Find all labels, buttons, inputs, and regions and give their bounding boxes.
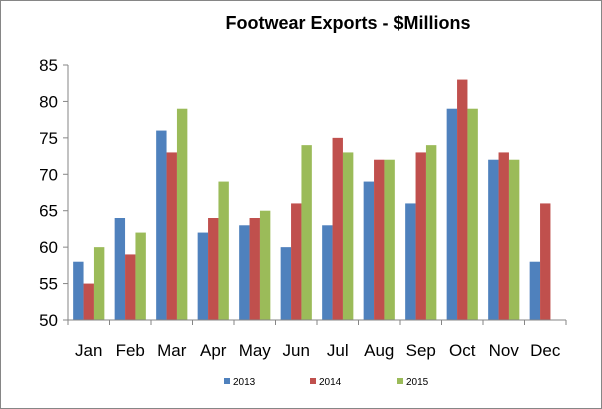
bar-2015-oct xyxy=(467,108,478,320)
bar-2013-oct xyxy=(446,108,458,320)
bar-2013-aug xyxy=(363,181,375,320)
bar-2013-mar xyxy=(156,130,167,320)
legend-label-2014: 2014 xyxy=(319,377,342,388)
x-tick-label: Nov xyxy=(489,341,520,360)
bar-2015-feb xyxy=(135,232,146,320)
x-tick-label: Jan xyxy=(75,341,102,360)
bar-2014-sep xyxy=(415,152,426,320)
x-tick-label: Apr xyxy=(200,341,227,360)
bar-2014-mar xyxy=(166,152,177,320)
bar-2014-jun xyxy=(291,203,302,320)
legend-swatch-2014 xyxy=(310,378,316,384)
legend-label-2015: 2015 xyxy=(406,377,429,388)
bar-2015-jun xyxy=(301,145,312,320)
x-tick-label: Feb xyxy=(116,341,145,360)
legend: 2013 2014 2015 xyxy=(224,377,429,388)
bar-2013-feb xyxy=(114,218,126,320)
bar-2014-may xyxy=(249,218,260,320)
x-tick-label: Jun xyxy=(283,341,310,360)
legend-label-2013: 2013 xyxy=(233,377,256,388)
x-axis-ticks: Jan Feb Mar Apr May Jun Jul Aug Sep Oct Nov Dec xyxy=(67,320,567,360)
x-tick-label: Aug xyxy=(364,341,394,360)
bar-2013-jul xyxy=(322,225,333,320)
bar-2014-dec xyxy=(540,203,551,320)
y-axis-ticks: 50 55 60 65 70 75 80 85 xyxy=(39,56,68,330)
x-tick-label: Sep xyxy=(406,341,436,360)
bar-2013-apr xyxy=(197,232,209,320)
bar-2013-dec xyxy=(529,261,541,320)
bar-2015-sep xyxy=(425,145,437,320)
bar-2014-jul xyxy=(332,137,343,320)
x-tick-label: Oct xyxy=(449,341,476,360)
legend-swatch-2013 xyxy=(224,378,230,384)
y-tick-label: 50 xyxy=(39,311,58,330)
bar-2013-jan xyxy=(73,261,84,320)
bar-2015-jul xyxy=(342,152,354,320)
y-tick-label: 80 xyxy=(39,92,58,111)
bar-2015-may xyxy=(259,210,271,320)
x-tick-label: Mar xyxy=(157,341,187,360)
y-tick-label: 55 xyxy=(39,275,58,294)
bar-2015-jan xyxy=(93,247,105,320)
y-tick-label: 75 xyxy=(39,129,58,148)
y-tick-label: 65 xyxy=(39,202,58,221)
bars xyxy=(73,79,551,320)
chart-title: Footwear Exports - $Millions xyxy=(225,13,470,33)
bar-2013-may xyxy=(239,225,250,320)
x-tick-label: Dec xyxy=(530,341,561,360)
y-tick-label: 70 xyxy=(39,165,58,184)
x-tick-label: May xyxy=(239,341,272,360)
bar-2013-jun xyxy=(280,247,292,320)
bar-2014-feb xyxy=(125,254,136,320)
bar-2014-apr xyxy=(208,218,219,320)
bar-2013-nov xyxy=(488,159,499,320)
legend-swatch-2015 xyxy=(397,378,403,384)
bar-2014-aug xyxy=(374,159,385,320)
bar-2013-sep xyxy=(405,203,416,320)
bar-2014-jan xyxy=(83,283,94,320)
bar-2014-oct xyxy=(457,79,468,320)
x-tick-label: Jul xyxy=(327,341,349,360)
y-tick-label: 60 xyxy=(39,238,58,257)
bar-2015-mar xyxy=(176,108,188,320)
bar-2015-aug xyxy=(384,159,395,320)
bar-2014-nov xyxy=(498,152,509,320)
y-tick-label: 85 xyxy=(39,56,58,75)
bar-2015-apr xyxy=(218,181,229,320)
bar-2015-nov xyxy=(508,159,520,320)
